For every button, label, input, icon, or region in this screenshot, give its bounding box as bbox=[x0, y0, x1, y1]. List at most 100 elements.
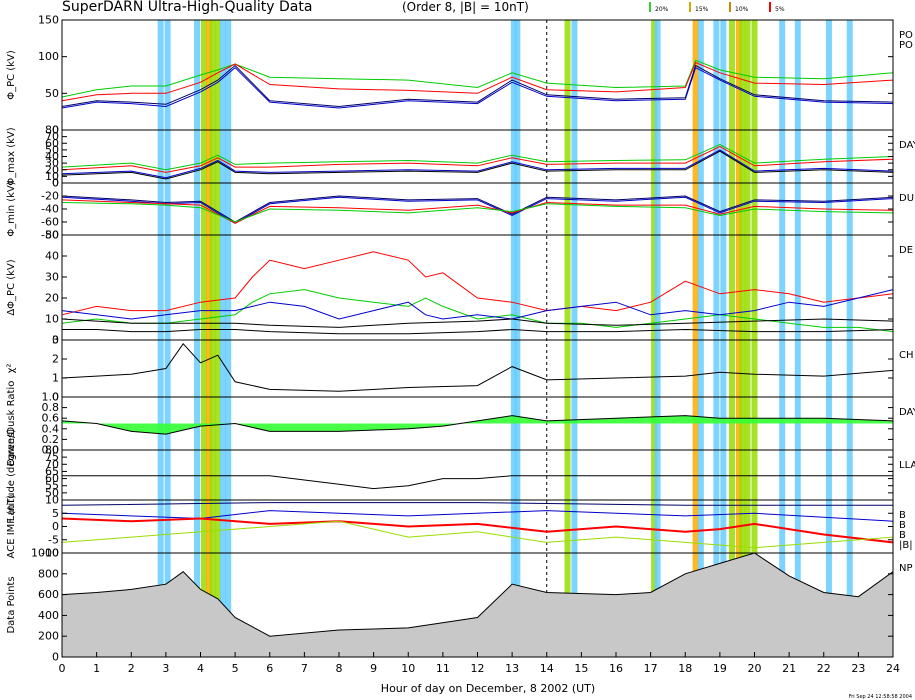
series-line bbox=[61, 510, 894, 522]
series-line bbox=[61, 66, 894, 109]
y-axis-label: Latitude (degrees) bbox=[6, 429, 17, 521]
y-tick-label: 40 bbox=[45, 250, 59, 263]
series-line bbox=[62, 475, 893, 490]
series-line bbox=[61, 517, 894, 544]
highlight-band bbox=[514, 20, 521, 657]
panel-frame bbox=[61, 449, 894, 501]
highlight-band bbox=[510, 20, 517, 657]
series-line bbox=[61, 415, 894, 435]
x-tick-label: 17 bbox=[644, 662, 658, 675]
highlight-band bbox=[697, 20, 704, 657]
series-line bbox=[61, 318, 894, 328]
series-line bbox=[61, 251, 894, 316]
panel-chi2: 0 1 2 3 χ² CH bbox=[6, 334, 914, 404]
panel-frame bbox=[61, 182, 894, 236]
series-line bbox=[61, 199, 894, 224]
y-tick-label: 400 bbox=[38, 609, 59, 622]
x-tick-label: 2 bbox=[128, 662, 135, 675]
chart-title: SuperDARN Ultra-High-Quality Data bbox=[62, 0, 312, 15]
highlight-band bbox=[164, 20, 171, 657]
y-axis-label: χ² bbox=[6, 364, 17, 374]
highlight-band bbox=[794, 20, 801, 657]
chart-subtitle: (Order 8, |B| = 10nT) bbox=[402, 0, 529, 14]
legend-label: 10% bbox=[735, 6, 749, 13]
y-tick-label: 1.0 bbox=[42, 391, 60, 404]
y-tick-label: -10 bbox=[41, 547, 59, 560]
y-tick-label: 60 bbox=[45, 472, 59, 485]
x-tick-label: 23 bbox=[851, 662, 865, 675]
y-tick-label: 0.6 bbox=[42, 412, 60, 425]
y-tick-label: 75 bbox=[45, 451, 59, 464]
highlight-band bbox=[200, 20, 207, 657]
y-axis-label: Φ_PC (kV) bbox=[6, 50, 17, 100]
y-tick-label: -80 bbox=[41, 229, 59, 242]
x-tick-label: 8 bbox=[336, 662, 343, 675]
highlight-band bbox=[206, 20, 213, 657]
y-tick-label: 10 bbox=[45, 170, 59, 183]
right-label: PO bbox=[899, 30, 913, 41]
panel-frame bbox=[61, 19, 894, 131]
x-tick-label: 6 bbox=[266, 662, 273, 675]
series-line bbox=[61, 146, 894, 173]
highlight-band bbox=[713, 20, 720, 657]
panel-ratio: 0.00.20.40.60.81.0 Dawn/Dusk Ratio DAY bbox=[6, 381, 915, 467]
panel-frame bbox=[61, 339, 894, 398]
timestamp: Fri Sep 24 12:58:58 2004 bbox=[849, 694, 912, 700]
y-axis-label: ACE IMF (nT) bbox=[6, 494, 17, 558]
highlight-band bbox=[209, 20, 216, 657]
y-tick-label: 0 bbox=[52, 124, 59, 137]
y-tick-label: 0.2 bbox=[42, 433, 60, 446]
y-tick-label: 0 bbox=[52, 520, 59, 533]
y-tick-label: 80 bbox=[45, 124, 59, 137]
y-tick-label: 0 bbox=[52, 334, 59, 347]
legend-label: 20% bbox=[655, 6, 669, 13]
highlight-band bbox=[779, 20, 786, 657]
panel-phimin: 0-20-40-60-80 Φ_min (kV) DU bbox=[6, 177, 914, 242]
x-tick-label: 20 bbox=[748, 662, 762, 675]
highlight-band bbox=[654, 20, 661, 657]
panel-frame bbox=[61, 234, 894, 341]
y-tick-label: 30 bbox=[45, 271, 59, 284]
y-tick-label: -60 bbox=[41, 216, 59, 229]
x-tick-label: 4 bbox=[197, 662, 204, 675]
y-tick-label: 3 bbox=[52, 334, 59, 347]
y-tick-label: 0 bbox=[52, 391, 59, 404]
highlight-bands bbox=[157, 20, 853, 657]
highlight-band bbox=[744, 20, 751, 657]
series-line bbox=[61, 343, 894, 392]
series-line bbox=[61, 502, 893, 506]
highlight-band bbox=[214, 20, 221, 657]
right-label: |B| bbox=[899, 540, 913, 551]
series-line bbox=[62, 328, 894, 335]
x-tick-label: 1 bbox=[93, 662, 100, 675]
x-tick-label: 14 bbox=[540, 662, 554, 675]
x-tick-label: 7 bbox=[301, 662, 308, 675]
x-tick-label: 13 bbox=[505, 662, 519, 675]
series-line bbox=[61, 144, 894, 171]
highlight-band bbox=[220, 20, 227, 657]
y-axis-label: ΔΦ_PC (kV) bbox=[6, 259, 17, 315]
x-tick-label: 24 bbox=[886, 662, 900, 675]
panel-npts: 0 200 400 600 800 1000 Data Points NP bbox=[6, 547, 913, 664]
highlight-band bbox=[194, 20, 201, 657]
series-line bbox=[61, 64, 894, 108]
y-tick-label: 30 bbox=[45, 157, 59, 170]
highlight-band bbox=[157, 20, 164, 657]
x-tick-label: 22 bbox=[817, 662, 831, 675]
right-label: DE bbox=[899, 245, 913, 256]
y-tick-label: 40 bbox=[45, 150, 59, 163]
right-label: DU bbox=[899, 193, 914, 204]
y-tick-label: 600 bbox=[38, 588, 59, 601]
y-tick-label: 800 bbox=[38, 567, 59, 580]
highlight-band bbox=[751, 20, 758, 657]
y-tick-label: 55 bbox=[45, 479, 59, 492]
y-tick-label: 10 bbox=[45, 494, 59, 507]
highlight-band bbox=[825, 20, 832, 657]
y-axis-label: Dawn/Dusk Ratio bbox=[6, 381, 17, 467]
y-tick-label: 0.8 bbox=[42, 401, 60, 414]
right-label: B bbox=[899, 510, 906, 521]
right-label: LLA bbox=[899, 460, 915, 471]
